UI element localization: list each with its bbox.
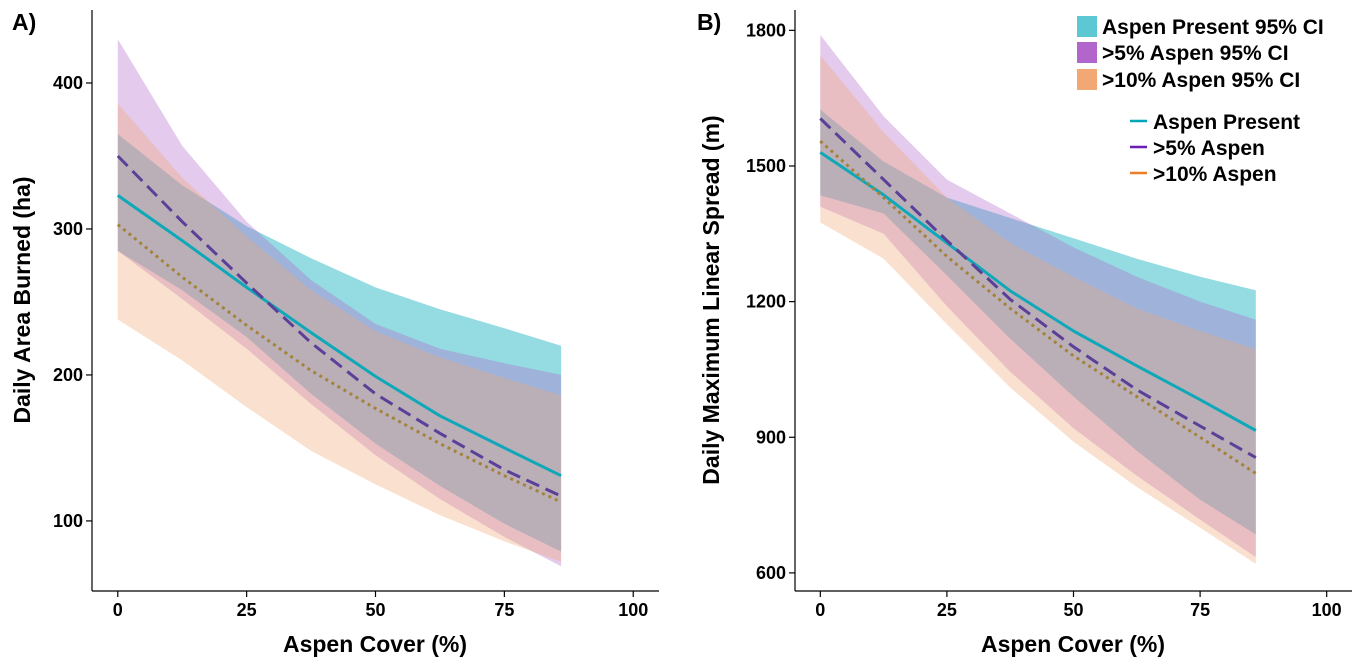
panel-b-x-tick-label: 0 [815, 600, 825, 620]
panel-a-line-aspen10 [116, 223, 562, 504]
panel-a-y-tick-label: 100 [53, 511, 83, 531]
panel-b-y-tick-label: 600 [756, 563, 786, 583]
legend-label-aspen-present: Aspen Present [1153, 111, 1300, 134]
panel-b-y-tick-label: 1200 [746, 292, 786, 312]
panel-a-ribbons [117, 39, 562, 567]
panel-b-y-tick-label: 1500 [746, 156, 786, 176]
panel-a-lines [116, 154, 562, 504]
panel-b-x-axis-title: Aspen Cover (%) [981, 631, 1165, 657]
panel-a-x-tick-label: 100 [618, 600, 648, 620]
panel-b-y-axis-title: Daily Maximum Linear Spread (m) [698, 115, 724, 484]
panel-b-x-tick-label: 100 [1312, 600, 1342, 620]
panel-a-x-tick-label: 0 [113, 600, 123, 620]
panel-b-x-ticks: 0 25 50 75 100 [815, 591, 1342, 620]
panel-b-y-tick-label: 900 [756, 427, 786, 447]
panel-b-lines [819, 117, 1257, 475]
legend-label-aspen10: >10% Aspen [1153, 163, 1277, 186]
panel-b-x-tick-label: 25 [937, 600, 957, 620]
panel-a-x-ticks: 0 25 50 75 100 [113, 591, 648, 620]
panel-b-line-aspen-present [819, 151, 1257, 432]
legend-swatch-aspen-present-ci [1077, 16, 1097, 37]
panel-b-y-tick-label: 1800 [746, 20, 786, 40]
panel-a-line-aspen5 [116, 154, 562, 498]
panel-b-x-tick-label: 75 [1190, 600, 1210, 620]
legend-label-aspen5-ci: >5% Aspen 95% CI [1102, 42, 1289, 65]
panel-b-line-aspen10 [819, 139, 1257, 475]
panel-a-x-tick-label: 25 [237, 600, 257, 620]
panel-a-y-tick-label: 400 [53, 73, 83, 93]
legend: Aspen Present 95% CI >5% Aspen 95% CI >1… [1077, 16, 1324, 186]
panel-a: A) 0 25 50 75 100 100 200 300 400 Aspen Cover (… [9, 9, 659, 657]
panel-b-ribbon-aspen5 [820, 34, 1256, 558]
panel-b-x-tick-label: 50 [1063, 600, 1083, 620]
panel-a-x-tick-label: 75 [494, 600, 514, 620]
panel-b-line-aspen5 [819, 117, 1257, 459]
legend-label-aspen10-ci: >10% Aspen 95% CI [1102, 69, 1300, 92]
legend-label-aspen5: >5% Aspen [1153, 137, 1265, 160]
panel-a-y-ticks: 100 200 300 400 [53, 73, 92, 531]
legend-label-aspen-present-ci: Aspen Present 95% CI [1102, 16, 1324, 39]
panel-a-y-tick-label: 200 [53, 365, 83, 385]
panel-b-label: B) [697, 9, 721, 35]
legend-swatch-aspen5-ci [1077, 42, 1097, 63]
panel-a-x-axis-title: Aspen Cover (%) [283, 631, 467, 657]
legend-swatch-aspen10-ci [1077, 69, 1097, 90]
panel-b: B) 0 25 50 75 100 600 900 1200 1500 1800 Aspen C… [697, 9, 1352, 657]
panel-a-y-tick-label: 300 [53, 219, 83, 239]
panel-a-ribbon-aspen5 [117, 39, 562, 567]
panel-a-y-axis-title: Daily Area Burned (ha) [9, 176, 35, 423]
panel-a-line-aspen-present [116, 194, 562, 478]
panel-a-label: A) [12, 9, 36, 35]
panel-b-y-ticks: 600 900 1200 1500 1800 [746, 20, 795, 583]
panel-a-x-tick-label: 50 [365, 600, 385, 620]
